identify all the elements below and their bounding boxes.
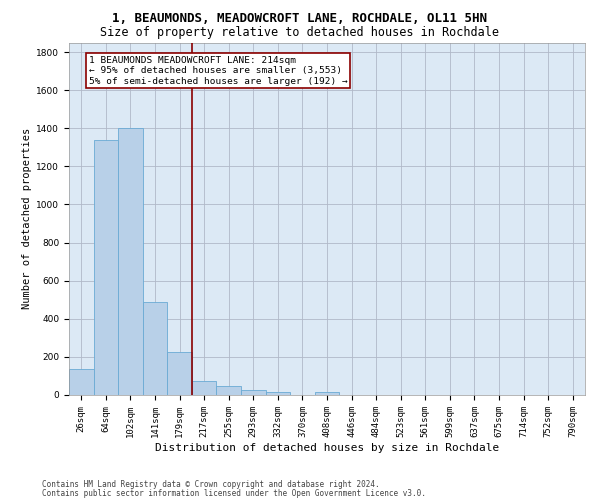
Y-axis label: Number of detached properties: Number of detached properties (22, 128, 32, 310)
Bar (143, 302, 167, 395)
Bar (118, 128, 143, 395)
Bar (192, 380, 217, 395)
X-axis label: Distribution of detached houses by size in Rochdale: Distribution of detached houses by size … (155, 442, 499, 452)
Bar (94, 140, 118, 395)
Bar (266, 392, 290, 395)
Bar (69, 370, 94, 395)
Text: 1, BEAUMONDS, MEADOWCROFT LANE, ROCHDALE, OL11 5HN: 1, BEAUMONDS, MEADOWCROFT LANE, ROCHDALE… (113, 12, 487, 26)
Bar (167, 352, 192, 395)
Bar (315, 392, 339, 395)
Bar (217, 386, 241, 395)
Text: 1 BEAUMONDS MEADOWCROFT LANE: 214sqm
← 95% of detached houses are smaller (3,553: 1 BEAUMONDS MEADOWCROFT LANE: 214sqm ← 9… (89, 56, 347, 86)
Text: Contains public sector information licensed under the Open Government Licence v3: Contains public sector information licen… (42, 489, 426, 498)
Text: Size of property relative to detached houses in Rochdale: Size of property relative to detached ho… (101, 26, 499, 39)
Bar (241, 390, 266, 395)
Text: Contains HM Land Registry data © Crown copyright and database right 2024.: Contains HM Land Registry data © Crown c… (42, 480, 380, 489)
